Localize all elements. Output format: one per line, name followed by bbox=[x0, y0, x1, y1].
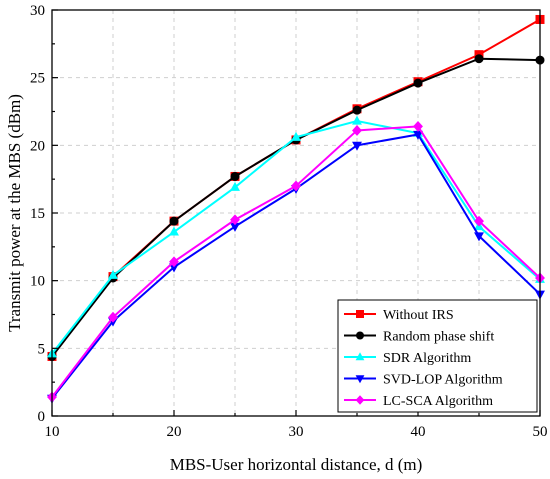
legend-label: Without IRS bbox=[383, 308, 454, 323]
data-point-diamond bbox=[474, 215, 484, 227]
data-point-triangle-up bbox=[291, 131, 301, 141]
data-point-circle bbox=[230, 171, 240, 181]
data-point-triangle-up bbox=[169, 226, 179, 236]
legend-label: Random phase shift bbox=[383, 330, 494, 345]
axis-ticks: 10 20 30 40 50 0 5 10 15 20 25 30 bbox=[30, 3, 548, 440]
data-point-square bbox=[356, 310, 364, 318]
x-axis-label: MBS-User horizontal distance, d (m) bbox=[170, 455, 423, 474]
data-point-diamond bbox=[413, 120, 423, 132]
data-point-triangle-down bbox=[352, 141, 362, 151]
data-point-triangle-up bbox=[355, 352, 365, 361]
data-point-triangle-down bbox=[413, 130, 423, 140]
legend-entry: LC-SCA Algorithm bbox=[344, 394, 493, 409]
legend-entry: SDR Algorithm bbox=[344, 351, 471, 366]
legend-label: SVD-LOP Algorithm bbox=[383, 373, 503, 388]
series-layer bbox=[47, 14, 545, 404]
data-point-triangle-down bbox=[230, 222, 240, 232]
data-point-circle bbox=[356, 331, 364, 340]
legend-entry: Without IRS bbox=[344, 308, 454, 323]
data-point-circle bbox=[169, 216, 179, 226]
legend-entry: SVD-LOP Algorithm bbox=[344, 373, 503, 388]
data-point-diamond bbox=[352, 125, 362, 136]
x-tick-label: 20 bbox=[167, 424, 182, 440]
y-tick-label: 30 bbox=[30, 3, 45, 19]
legend-label: SDR Algorithm bbox=[383, 351, 471, 366]
data-point-diamond bbox=[355, 395, 365, 405]
data-point-triangle-up bbox=[230, 181, 240, 191]
data-point-diamond bbox=[291, 180, 301, 192]
y-axis-label: Transmit power at the MBS (dBm) bbox=[5, 94, 24, 332]
data-point-diamond bbox=[108, 311, 118, 323]
x-tick-label: 40 bbox=[411, 424, 426, 440]
y-tick-label: 15 bbox=[30, 206, 45, 222]
data-point-circle bbox=[352, 105, 362, 115]
y-tick-label: 25 bbox=[30, 71, 45, 87]
x-tick-label: 30 bbox=[289, 424, 304, 440]
data-point-triangle-up bbox=[352, 115, 362, 125]
data-point-diamond bbox=[230, 214, 240, 226]
legend-label: LC-SCA Algorithm bbox=[383, 394, 493, 409]
data-point-triangle-down bbox=[474, 232, 484, 242]
data-point-triangle-up bbox=[108, 269, 118, 279]
data-point-circle bbox=[413, 78, 423, 88]
data-point-triangle-down bbox=[355, 375, 365, 384]
y-tick-label: 20 bbox=[30, 138, 45, 154]
y-tick-label: 10 bbox=[30, 274, 45, 290]
data-point-diamond bbox=[169, 256, 179, 268]
data-point-circle bbox=[474, 54, 484, 64]
legend: Without IRS Random phase shift SDR Algorit… bbox=[337, 299, 538, 413]
x-tick-label: 10 bbox=[45, 424, 60, 440]
data-point-triangle-down bbox=[169, 263, 179, 273]
y-tick-label: 5 bbox=[38, 341, 46, 357]
legend-entry: Random phase shift bbox=[344, 330, 494, 345]
y-tick-label: 0 bbox=[38, 409, 46, 425]
x-tick-label: 50 bbox=[533, 424, 548, 440]
